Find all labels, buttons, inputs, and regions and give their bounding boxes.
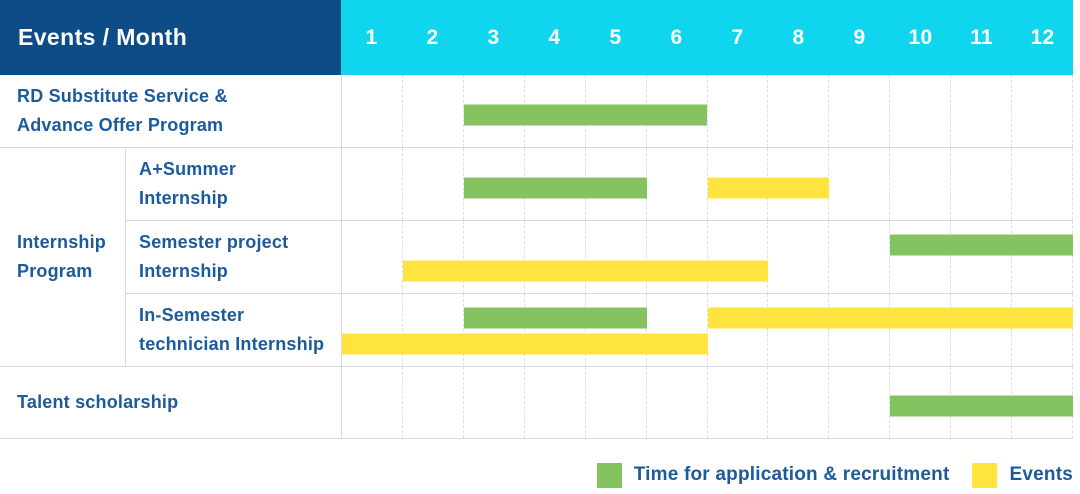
yellow-swatch-icon bbox=[972, 462, 998, 488]
month-gridline bbox=[889, 75, 891, 147]
month-gridline bbox=[767, 294, 769, 366]
month-gridline bbox=[767, 221, 769, 293]
month-gridline bbox=[889, 294, 891, 366]
month-gridline bbox=[462, 367, 464, 438]
month-gridline bbox=[1011, 75, 1013, 147]
month-gridline bbox=[1072, 221, 1073, 293]
row-label-text: Semester project Internship bbox=[139, 232, 289, 281]
month-header: 1 2 3 4 5 6 7 8 9 10 11 12 bbox=[341, 0, 1073, 75]
month-label: 8 bbox=[792, 25, 805, 49]
month-gridline bbox=[950, 75, 952, 147]
month-label: 11 bbox=[970, 25, 993, 49]
row-label-text: A+Summer Internship bbox=[139, 159, 237, 208]
month-gridline bbox=[950, 294, 952, 366]
row-label-talent-scholarship: Talent scholarship bbox=[0, 366, 341, 439]
month-label: 1 bbox=[365, 25, 378, 49]
month-gridline bbox=[706, 221, 708, 293]
events-timetable: Events / Month 1 2 3 4 5 6 7 8 9 10 11 12 RD Substi… bbox=[0, 0, 1073, 439]
month-gridline bbox=[584, 367, 586, 438]
row-label-text: Talent scholarship bbox=[17, 392, 179, 412]
month-gridline bbox=[706, 148, 708, 220]
month-gridline bbox=[645, 294, 647, 366]
month-gridline bbox=[828, 221, 830, 293]
month-gridline bbox=[706, 367, 708, 438]
month-gridline bbox=[889, 221, 891, 293]
month-label: 2 bbox=[426, 25, 439, 49]
month-gridline bbox=[523, 221, 525, 293]
gantt-row-talent-scholarship bbox=[341, 366, 1073, 439]
month-gridline bbox=[401, 148, 403, 220]
month-label: 10 bbox=[908, 25, 933, 49]
month-gridline bbox=[462, 75, 464, 147]
month-gridline bbox=[828, 294, 830, 366]
header-title-text: Events / Month bbox=[18, 24, 188, 50]
legend-label: Events bbox=[1009, 464, 1073, 485]
green-swatch-icon bbox=[596, 462, 622, 488]
green-bar bbox=[463, 104, 708, 126]
month-label: 12 bbox=[1030, 25, 1055, 49]
month-gridline bbox=[401, 221, 403, 293]
month-gridline bbox=[584, 221, 586, 293]
month-gridline bbox=[523, 367, 525, 438]
gantt-row-semester-project bbox=[341, 220, 1073, 293]
month-gridline bbox=[1072, 294, 1073, 366]
table-header-title: Events / Month bbox=[0, 0, 341, 75]
month-label: 7 bbox=[731, 25, 744, 49]
legend-item-application: Time for application & recruitment bbox=[596, 462, 950, 488]
month-gridline bbox=[401, 75, 403, 147]
month-gridline bbox=[1072, 75, 1073, 147]
green-bar bbox=[463, 177, 647, 199]
month-gridline bbox=[950, 148, 952, 220]
month-label: 5 bbox=[609, 25, 622, 49]
month-gridline bbox=[645, 367, 647, 438]
month-gridline bbox=[889, 367, 891, 438]
legend-label: Time for application & recruitment bbox=[633, 464, 950, 485]
yellow-bar bbox=[707, 177, 830, 199]
month-gridline bbox=[950, 221, 952, 293]
row-label-text: In-Semester technician Internship bbox=[139, 305, 325, 354]
month-gridline bbox=[1072, 148, 1073, 220]
row-label-in-semester-technician: In-Semester technician Internship bbox=[125, 293, 341, 366]
row-label-semester-project: Semester project Internship bbox=[125, 220, 341, 293]
row-label-a-plus-summer: A+Summer Internship bbox=[125, 147, 341, 220]
month-gridline bbox=[401, 367, 403, 438]
month-gridline bbox=[584, 294, 586, 366]
month-label: 9 bbox=[853, 25, 866, 49]
green-bar bbox=[890, 395, 1073, 417]
month-gridline bbox=[828, 75, 830, 147]
month-gridline bbox=[1011, 294, 1013, 366]
month-gridline bbox=[889, 148, 891, 220]
row-label-text: RD Substitute Service & Advance Offer Pr… bbox=[17, 86, 228, 135]
group-label-text: Internship Program bbox=[17, 232, 107, 281]
month-label: 3 bbox=[487, 25, 500, 49]
gantt-row-in-semester-technician bbox=[341, 293, 1073, 366]
gantt-row-rd-substitute bbox=[341, 75, 1073, 147]
month-label: 6 bbox=[670, 25, 683, 49]
month-gridline bbox=[645, 221, 647, 293]
month-gridline bbox=[523, 294, 525, 366]
month-label: 4 bbox=[548, 25, 561, 49]
yellow-bar bbox=[342, 333, 708, 355]
yellow-bar bbox=[402, 260, 769, 282]
month-gridline bbox=[401, 294, 403, 366]
month-gridline bbox=[767, 75, 769, 147]
month-gridline bbox=[1011, 148, 1013, 220]
month-gridline bbox=[706, 294, 708, 366]
group-label-internship-program: Internship Program bbox=[0, 147, 125, 366]
month-gridline bbox=[462, 148, 464, 220]
legend: Time for application & recruitment Event… bbox=[0, 439, 1073, 494]
legend-item-events: Events bbox=[972, 462, 1073, 488]
row-label-rd-substitute: RD Substitute Service & Advance Offer Pr… bbox=[0, 75, 341, 147]
month-gridline bbox=[462, 221, 464, 293]
month-gridline bbox=[1011, 221, 1013, 293]
green-bar bbox=[890, 234, 1073, 256]
gantt-row-a-plus-summer bbox=[341, 147, 1073, 220]
month-gridline bbox=[828, 367, 830, 438]
month-gridline bbox=[462, 294, 464, 366]
month-gridline bbox=[767, 367, 769, 438]
yellow-bar bbox=[707, 307, 1073, 329]
green-bar bbox=[463, 307, 647, 329]
